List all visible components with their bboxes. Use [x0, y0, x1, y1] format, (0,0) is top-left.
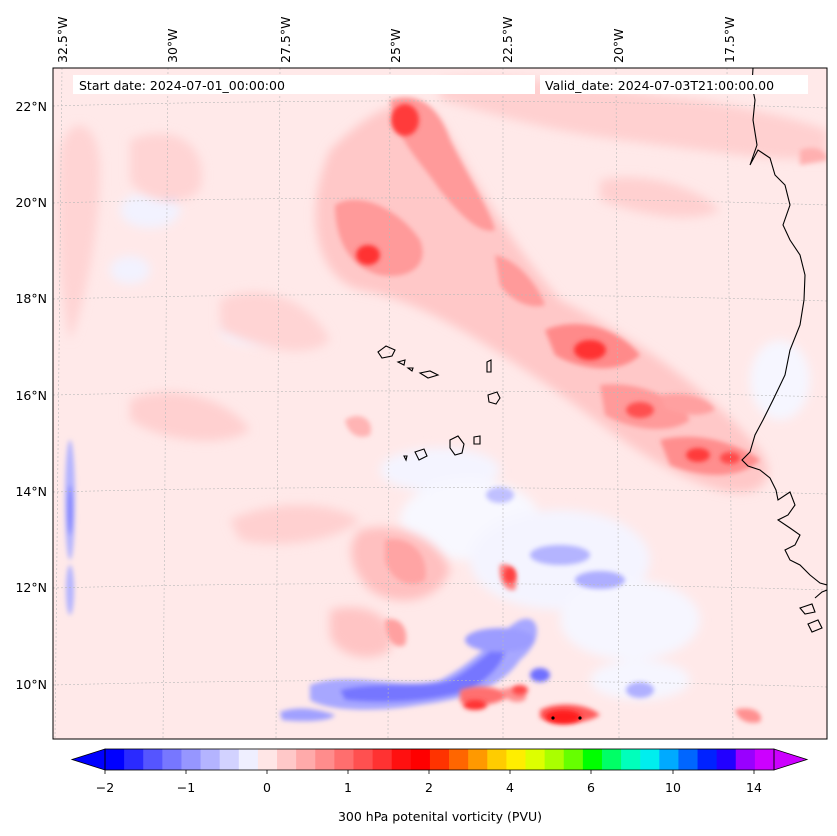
colorbar-cells [105, 749, 775, 770]
longitude-axis: 32.5°W 30°W 27.5°W 25°W 22.5°W 20°W 17.5… [55, 17, 737, 63]
valid-date-label: Valid_date: 2024-07-03T21:00:00.00 [545, 78, 774, 93]
colorbar-tick-label: 14 [746, 780, 762, 795]
colorbar-extend-low [70, 748, 106, 771]
colorbar-cell [219, 749, 240, 770]
lat-label: 16°N [15, 388, 47, 403]
colorbar-cell [468, 749, 488, 770]
colorbar-cell [659, 749, 679, 770]
colorbar-cell [315, 749, 335, 770]
colorbar: −2 −1 0 1 2 4 6 10 14 300 hPa potenital … [70, 748, 809, 824]
colorbar-cell [238, 749, 259, 770]
colorbar-cell [257, 749, 278, 770]
west-africa-coastline [741, 68, 827, 633]
lon-label: 17.5°W [722, 17, 737, 63]
colorbar-cell [391, 749, 412, 770]
colorbar-cell [563, 749, 584, 770]
colorbar-cell [735, 749, 756, 770]
lat-label: 14°N [15, 484, 47, 499]
colorbar-cell [621, 749, 641, 770]
colorbar-cell [449, 749, 469, 770]
map-panel: Start date: 2024-07-01_00:00:00 Valid_da… [53, 68, 827, 739]
colorbar-extend-high [773, 748, 809, 771]
lon-label: 30°W [165, 28, 180, 63]
colorbar-tick-label: 4 [506, 780, 514, 795]
colorbar-tick-labels: −2 −1 0 1 2 4 6 10 14 [96, 780, 762, 795]
colorbar-cell [124, 749, 144, 770]
colorbar-cell [678, 749, 698, 770]
start-date-label: Start date: 2024-07-01_00:00:00 [79, 78, 285, 93]
valid-date-box [540, 75, 808, 94]
colorbar-cell [601, 749, 622, 770]
colorbar-tick-label: 6 [587, 780, 595, 795]
lat-label: 10°N [15, 677, 47, 692]
colorbar-tick-label: 10 [665, 780, 681, 795]
colorbar-tick-label: −2 [96, 780, 114, 795]
colorbar-tick-label: 0 [263, 780, 271, 795]
lon-label: 20°W [611, 28, 626, 63]
colorbar-cell [143, 749, 163, 770]
positive-pv-strong [356, 104, 740, 724]
colorbar-cell [697, 749, 718, 770]
lon-label: 25°W [388, 28, 403, 63]
colorbar-cell [582, 749, 603, 770]
colorbar-cell [181, 749, 201, 770]
cape-verde-islands [377, 345, 501, 462]
colorbar-cell [334, 749, 354, 770]
colorbar-title: 300 hPa potenital vorticity (PVU) [338, 809, 542, 824]
colorbar-ticks [104, 770, 755, 774]
colorbar-cell [716, 749, 737, 770]
colorbar-cell [200, 749, 221, 770]
lat-label: 22°N [15, 99, 47, 114]
colorbar-cell [525, 749, 546, 770]
colorbar-cell [353, 749, 373, 770]
colorbar-tick-label: 1 [344, 780, 352, 795]
colorbar-cell [487, 749, 507, 770]
map-frame [52, 67, 828, 740]
colorbar-cell [372, 749, 393, 770]
colorbar-cell [162, 749, 182, 770]
colorbar-cell [296, 749, 316, 770]
colorbar-cell [640, 749, 660, 770]
colorbar-cell [544, 749, 565, 770]
marker-dot [551, 716, 555, 720]
colorbar-cell [410, 749, 431, 770]
latitude-axis: 22°N 20°N 18°N 16°N 14°N 12°N 10°N [15, 99, 47, 692]
colorbar-tick-label: 2 [425, 780, 433, 795]
colorbar-tick-label: −1 [177, 780, 195, 795]
colorbar-cell [277, 749, 297, 770]
marker-dot [578, 716, 582, 720]
colorbar-frame [104, 748, 775, 771]
lon-label: 32.5°W [55, 17, 70, 63]
lon-label: 22.5°W [500, 17, 515, 63]
colorbar-cell [754, 749, 775, 770]
colorbar-cell [506, 749, 526, 770]
colorbar-cell [429, 749, 450, 770]
start-date-box [73, 75, 535, 94]
lat-label: 12°N [15, 580, 47, 595]
lat-label: 18°N [15, 291, 47, 306]
colorbar-cell [105, 749, 125, 770]
lat-label: 20°N [15, 195, 47, 210]
lon-label: 27.5°W [278, 17, 293, 63]
